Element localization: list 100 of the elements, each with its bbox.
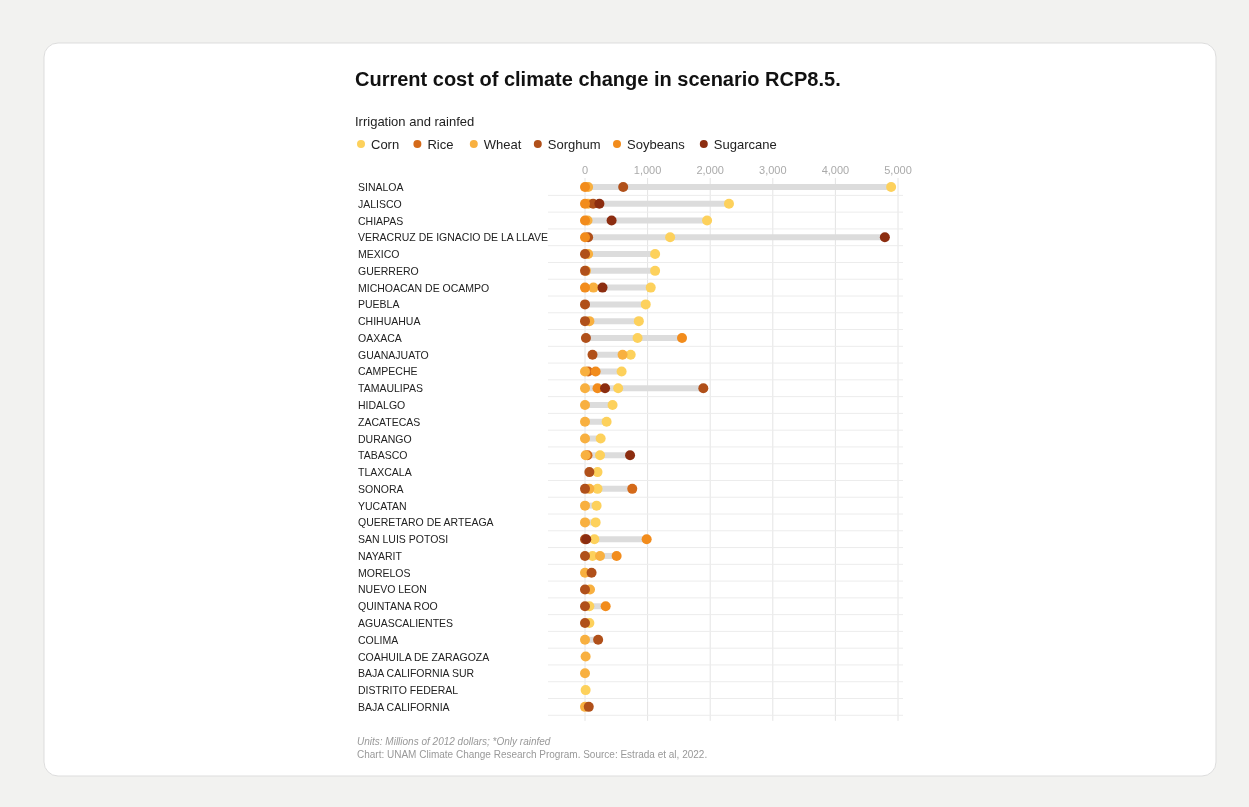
point <box>677 332 688 343</box>
point <box>650 265 661 276</box>
x-tick-label: 2,000 <box>696 164 724 176</box>
point <box>607 400 618 411</box>
point <box>583 701 594 712</box>
y-tick-label: OAXACA <box>358 331 402 344</box>
x-tick-label: 3,000 <box>759 164 787 176</box>
point <box>632 332 643 343</box>
point <box>580 400 590 411</box>
point <box>633 316 644 327</box>
point <box>595 550 606 561</box>
legend-label: Corn <box>371 137 400 152</box>
y-tick-label: TABASCO <box>358 449 408 462</box>
x-tick-label: 5,000 <box>884 164 912 176</box>
y-tick-label: BAJA CALIFORNIA <box>358 700 450 713</box>
point <box>580 433 590 444</box>
x-tick-label: 1,000 <box>633 164 662 176</box>
point <box>580 416 590 427</box>
y-tick-label: NAYARIT <box>358 549 403 562</box>
y-tick-label: JALISCO <box>358 197 402 210</box>
point <box>580 299 590 310</box>
y-tick-label: QUINTANA ROO <box>358 600 438 613</box>
text: Chart: UNAM Climate Change Research Program. Source: Estrada et al, 2022. <box>357 749 708 760</box>
y-tick-label: VERACRUZ DE IGNACIO DE LA LLAVE <box>358 231 549 244</box>
x-tick-label: 0 <box>581 164 589 176</box>
legend-title: Irrigation and rainfed <box>355 114 475 129</box>
point <box>650 249 661 260</box>
point <box>584 467 595 478</box>
y-tick-label: PUEBLA <box>358 298 400 311</box>
point <box>627 483 638 494</box>
legend-label: Soybeans <box>627 137 686 152</box>
point <box>601 416 612 427</box>
point <box>594 198 605 209</box>
x-tick-label: 4,000 <box>821 164 850 176</box>
point <box>580 668 590 679</box>
y-tick-label: HIDALGO <box>358 399 406 412</box>
point <box>611 550 622 561</box>
y-tick-label: TAMAULIPAS <box>358 382 423 395</box>
point <box>580 651 591 662</box>
point <box>600 383 611 394</box>
point <box>640 299 651 310</box>
legend-label: Wheat <box>483 137 522 152</box>
point <box>591 500 602 511</box>
y-tick-label: ZACATECAS <box>358 415 421 428</box>
y-tick-label: AGUASCALIENTES <box>358 617 454 630</box>
legend-label: Sugarcane <box>713 137 777 152</box>
point <box>580 550 590 561</box>
y-tick-label: TLAXCALA <box>358 466 412 479</box>
point <box>580 198 590 209</box>
point <box>600 601 611 612</box>
point <box>613 383 624 394</box>
legend-label: Rice <box>427 137 454 152</box>
y-tick-label: CAMPECHE <box>358 365 418 378</box>
y-tick-label: CHIHUAHUA <box>358 315 421 328</box>
y-tick-label: GUANAJUATO <box>358 348 429 361</box>
point <box>592 467 603 478</box>
point <box>580 500 590 511</box>
point <box>580 517 590 528</box>
point <box>645 282 656 293</box>
point <box>580 282 590 293</box>
point <box>592 483 603 494</box>
point <box>593 634 604 645</box>
point <box>698 383 709 394</box>
y-tick-label: SINALOA <box>358 181 404 193</box>
y-tick-label: DISTRITO FEDERAL <box>358 684 459 697</box>
legend-label: Sorghum <box>547 137 601 152</box>
y-tick-label: MICHOACAN DE OCAMPO <box>358 281 490 294</box>
point <box>595 433 606 444</box>
point <box>616 366 627 377</box>
point <box>580 366 590 377</box>
point <box>580 685 591 696</box>
point <box>580 383 590 394</box>
point <box>641 534 652 545</box>
point <box>590 366 601 377</box>
text: Units: Millions of 2012 dollars; *Only rainfed <box>357 736 551 747</box>
y-tick-label: MEXICO <box>358 248 400 261</box>
point <box>580 584 590 595</box>
point <box>580 634 590 645</box>
point <box>587 349 598 360</box>
y-tick-label: COLIMA <box>358 633 399 646</box>
y-tick-label: YUCATAN <box>358 499 407 512</box>
y-tick-label: DURANGO <box>358 432 412 445</box>
y-tick-label: SONORA <box>358 482 404 495</box>
point <box>625 450 636 461</box>
y-tick-label: QUERETARO DE ARTEAGA <box>358 516 494 529</box>
point <box>580 618 590 629</box>
point <box>723 198 734 209</box>
point <box>606 215 617 226</box>
y-tick-label: SAN LUIS POTOSI <box>358 533 449 546</box>
point <box>580 483 590 494</box>
point <box>580 316 590 327</box>
y-tick-label: COAHUILA DE ZARAGOZA <box>358 650 490 663</box>
point <box>597 282 608 293</box>
point <box>580 332 591 343</box>
point <box>580 601 590 612</box>
point <box>590 517 601 528</box>
y-tick-label: CHIAPAS <box>358 214 404 227</box>
point <box>586 567 597 578</box>
point <box>595 450 606 461</box>
point <box>580 249 590 260</box>
